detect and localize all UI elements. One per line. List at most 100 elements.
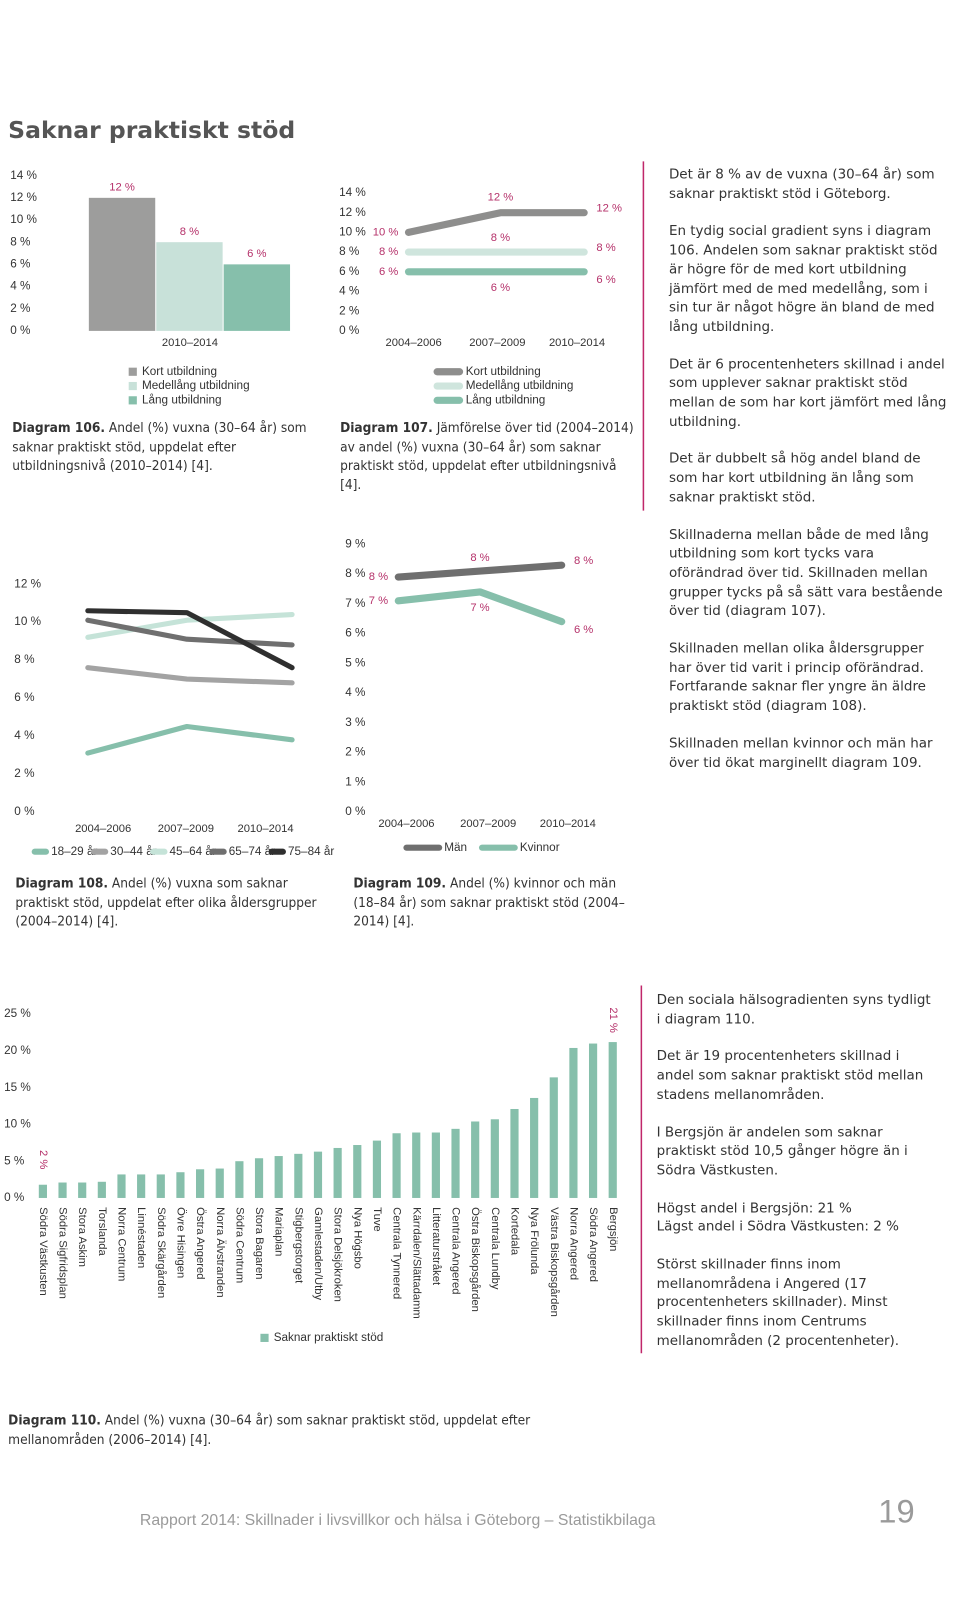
caption-text: Andel (%) vuxna som saknar praktiskt stö… — [15, 876, 317, 930]
text-line: I Bergsjön är andelen som saknar praktis… — [656, 1124, 908, 1179]
value-label: 8 % — [596, 242, 615, 254]
x-tick-label: 2004–2006 — [378, 818, 434, 830]
y-tick-label: 8 % — [10, 235, 31, 248]
paragraph: Det är 8 % av de vuxna (30–64 år) som sa… — [669, 166, 947, 204]
text-line: Den sociala hälsogradienten syns tydligt… — [656, 992, 931, 1028]
caption-text: Jämförelse över tid (2004–2014) av andel… — [340, 420, 634, 493]
x-tick-label: 2010–2014 — [162, 337, 218, 349]
y-tick-label: 7 % — [345, 597, 366, 610]
bar — [588, 1043, 598, 1198]
x-tick-label: Bergsjön — [607, 1207, 619, 1251]
x-tick-label: Stora Askim — [76, 1207, 88, 1267]
x-tick-label: Norra Angered — [567, 1207, 579, 1280]
text-line: Lägst andel i Södra Västkusten: 2 % — [656, 1219, 899, 1236]
y-tick-label: 12 % — [14, 577, 41, 590]
paragraph: Högst andel i Bergsjön: 21 % Lägst andel … — [657, 1200, 935, 1238]
bar — [196, 1169, 205, 1198]
y-tick-label: 0 % — [4, 1191, 25, 1204]
caption: Diagram 108. Andel (%) vuxna som saknar … — [15, 875, 332, 932]
value-label: 8 % — [379, 246, 398, 258]
legend-label: 30–44 år — [110, 845, 156, 858]
text-line: Högst andel i Bergsjön: 21 % — [656, 1200, 852, 1216]
page-title: Saknar praktiskt stöd — [8, 117, 296, 145]
x-tick-label: Södra Centrum — [233, 1207, 245, 1283]
x-tick-label: Östra Biskopsgården — [469, 1207, 481, 1312]
caption-text: Andel (%) vuxna (30–64 år) som saknar pr… — [12, 420, 307, 474]
line — [404, 209, 588, 236]
bar — [451, 1128, 460, 1198]
x-tick-label: 2007–2009 — [469, 337, 525, 349]
line — [394, 561, 566, 581]
y-tick-label: 15 % — [4, 1081, 31, 1094]
text-line: Det är dubbelt så hög andel bland de som… — [668, 451, 921, 506]
x-tick-label: Norra Centrum — [116, 1207, 128, 1281]
x-tick-label: Stora Delsjökroken — [332, 1207, 344, 1302]
x-tick-label: Norra Älvstranden — [214, 1207, 226, 1297]
x-tick-label: Centrala Angered — [450, 1207, 462, 1294]
bar — [38, 1184, 47, 1198]
value-label: 8 % — [369, 571, 388, 583]
y-tick-label: 12 % — [339, 206, 366, 219]
legend-label: 18–29 år — [51, 845, 97, 858]
value-label: 8 % — [491, 232, 510, 244]
y-tick-label: 4 % — [14, 729, 35, 742]
x-tick-label: Torslanda — [96, 1207, 108, 1256]
y-tick-label: 6 % — [10, 257, 31, 270]
paragraph: Skillnaden mellan kvinnor och män har öv… — [669, 735, 947, 773]
bar — [215, 1168, 224, 1198]
value-label: 6 % — [379, 266, 398, 278]
x-tick-label: Västra Biskopsgården — [548, 1207, 560, 1317]
legend-label: Lång utbildning — [466, 393, 546, 406]
x-tick-label: 2004–2006 — [386, 337, 442, 349]
x-tick-label: 2007–2009 — [460, 818, 516, 830]
legend-swatch — [128, 396, 137, 405]
paragraph: I Bergsjön är andelen som saknar praktis… — [657, 1124, 935, 1181]
bar — [530, 1097, 539, 1198]
x-tick-label: Gamlestaden/Utby — [312, 1207, 324, 1300]
paragraph: Skillnaderna mellan både de med lång utb… — [669, 527, 947, 623]
legend-label: Lång utbildning — [142, 393, 222, 406]
caption-label: Diagram 110. — [8, 1413, 101, 1429]
x-tick-label: Centrala Lundby — [489, 1207, 501, 1290]
bar — [88, 197, 156, 331]
legend-label: Medellång utbildning — [466, 379, 574, 392]
line — [85, 611, 295, 640]
legend-label: Män — [444, 841, 467, 854]
y-tick-label: 2 % — [339, 304, 360, 317]
y-tick-label: 6 % — [14, 691, 35, 704]
y-tick-label: 8 % — [14, 653, 35, 666]
line — [85, 723, 295, 756]
line — [85, 617, 295, 648]
text-block: Den sociala hälsogradienten syns tydligt… — [657, 992, 935, 1370]
y-tick-label: 3 % — [345, 716, 366, 729]
x-tick-label: Centrala Tynnered — [391, 1207, 403, 1299]
y-tick-label: 10 % — [14, 615, 41, 628]
caption: Diagram 109. Andel (%) kvinnor och män (… — [353, 875, 634, 932]
legend-label: Kort utbildning — [142, 365, 217, 378]
x-tick-label: Södra Sigfridsplan — [57, 1207, 69, 1299]
y-tick-label: 0 % — [339, 324, 360, 337]
y-tick-label: 0 % — [10, 324, 31, 337]
bar — [353, 1145, 362, 1198]
bar — [274, 1156, 283, 1198]
bar — [372, 1140, 382, 1198]
caption: Diagram 107. Jämförelse över tid (2004–2… — [340, 420, 636, 496]
text-line: Skillnaderna mellan både de med lång utb… — [668, 527, 943, 620]
value-label: 21 % — [607, 1007, 619, 1033]
y-tick-label: 14 % — [339, 186, 366, 199]
legend-label: 75–84 år — [288, 845, 334, 858]
text-block: Det är 8 % av de vuxna (30–64 år) som sa… — [669, 166, 947, 791]
x-tick-label: Linnéstaden — [135, 1207, 147, 1268]
value-label: 10 % — [373, 226, 399, 238]
bar — [137, 1174, 146, 1198]
x-tick-label: Södra Angered — [587, 1207, 599, 1282]
y-tick-label: 5 % — [345, 656, 366, 669]
value-label: 6 % — [574, 624, 593, 636]
x-tick-label: 2004–2006 — [75, 823, 131, 835]
value-label: 12 % — [488, 191, 514, 203]
bar — [235, 1161, 244, 1198]
bar — [223, 264, 291, 331]
caption-text: Andel (%) kvinnor och män (18–84 år) som… — [353, 876, 625, 930]
bar — [549, 1077, 558, 1198]
bar — [431, 1132, 440, 1198]
